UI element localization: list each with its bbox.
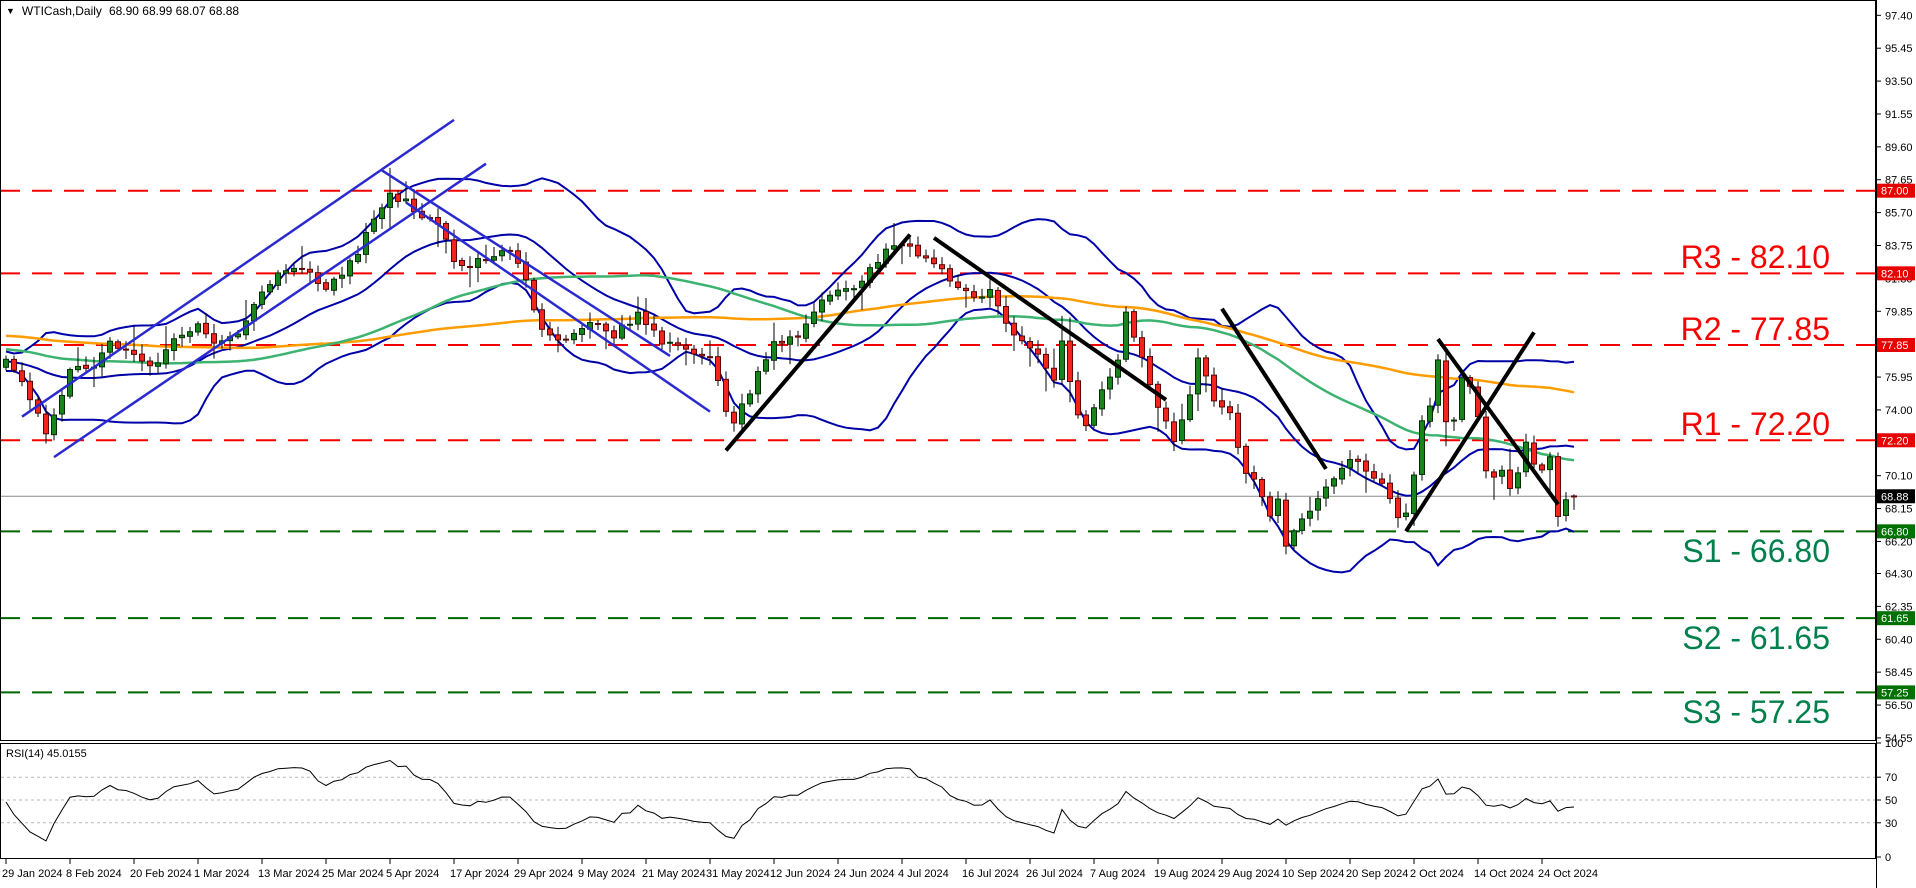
- svg-text:82.10: 82.10: [1881, 268, 1909, 280]
- level-label-r3: R3 - 82.10: [1680, 239, 1830, 275]
- svg-text:91.55: 91.55: [1885, 109, 1913, 121]
- svg-text:70: 70: [1885, 772, 1897, 784]
- svg-text:68.88: 68.88: [1881, 491, 1909, 503]
- svg-text:75.95: 75.95: [1885, 372, 1913, 384]
- svg-text:29 Aug 2024: 29 Aug 2024: [1218, 868, 1280, 880]
- symbol-period-label: WTICash,Daily: [21, 4, 102, 18]
- rsi-indicator-label: RSI(14) 45.0155: [6, 748, 87, 760]
- svg-text:1 Mar 2024: 1 Mar 2024: [194, 868, 250, 880]
- ohlc-values: 68.90 68.99 68.07 68.88: [108, 4, 240, 18]
- svg-text:70.10: 70.10: [1885, 471, 1913, 483]
- svg-text:77.85: 77.85: [1881, 340, 1909, 352]
- svg-text:21 May 2024: 21 May 2024: [642, 868, 706, 880]
- svg-text:74.00: 74.00: [1885, 405, 1913, 417]
- level-label-r2: R2 - 77.85: [1680, 311, 1830, 347]
- chart-title-bar: ▼ WTICash,Daily 68.90 68.99 68.07 68.88: [6, 4, 239, 18]
- svg-text:8 Feb 2024: 8 Feb 2024: [66, 868, 122, 880]
- svg-text:57.25: 57.25: [1881, 687, 1909, 699]
- svg-text:66.80: 66.80: [1881, 526, 1909, 538]
- svg-text:60.40: 60.40: [1885, 634, 1913, 646]
- svg-text:4 Jul 2024: 4 Jul 2024: [898, 868, 949, 880]
- svg-text:7 Aug 2024: 7 Aug 2024: [1090, 868, 1146, 880]
- svg-text:17 Apr 2024: 17 Apr 2024: [450, 868, 509, 880]
- svg-text:26 Jul 2024: 26 Jul 2024: [1026, 868, 1083, 880]
- svg-text:0: 0: [1885, 852, 1891, 864]
- svg-text:30: 30: [1885, 818, 1897, 830]
- svg-text:19 Aug 2024: 19 Aug 2024: [1154, 868, 1216, 880]
- svg-text:64.30: 64.30: [1885, 568, 1913, 580]
- svg-text:97.40: 97.40: [1885, 10, 1913, 22]
- chevron-down-icon[interactable]: ▼: [6, 6, 15, 16]
- svg-text:89.60: 89.60: [1885, 142, 1913, 154]
- svg-text:10 Sep 2024: 10 Sep 2024: [1282, 868, 1344, 880]
- svg-text:29 Apr 2024: 29 Apr 2024: [514, 868, 573, 880]
- svg-text:85.70: 85.70: [1885, 208, 1913, 220]
- svg-text:2 Oct 2024: 2 Oct 2024: [1410, 868, 1464, 880]
- svg-text:24 Oct 2024: 24 Oct 2024: [1538, 868, 1598, 880]
- level-label-s3: S3 - 57.25: [1682, 694, 1830, 730]
- svg-text:83.75: 83.75: [1885, 241, 1913, 253]
- svg-text:87.00: 87.00: [1881, 186, 1909, 198]
- svg-text:58.45: 58.45: [1885, 667, 1913, 679]
- svg-text:24 Jun 2024: 24 Jun 2024: [834, 868, 895, 880]
- svg-text:56.50: 56.50: [1885, 700, 1913, 712]
- svg-text:95.45: 95.45: [1885, 43, 1913, 55]
- svg-text:72.20: 72.20: [1881, 435, 1909, 447]
- svg-text:14 Oct 2024: 14 Oct 2024: [1474, 868, 1534, 880]
- svg-text:9 May 2024: 9 May 2024: [578, 868, 635, 880]
- svg-text:13 Mar 2024: 13 Mar 2024: [258, 868, 320, 880]
- level-label-s1: S1 - 66.80: [1682, 533, 1830, 569]
- svg-text:25 Mar 2024: 25 Mar 2024: [322, 868, 384, 880]
- svg-text:12 Jun 2024: 12 Jun 2024: [770, 868, 831, 880]
- svg-text:62.35: 62.35: [1885, 601, 1913, 613]
- svg-text:68.15: 68.15: [1885, 504, 1913, 516]
- svg-text:31 May 2024: 31 May 2024: [706, 868, 770, 880]
- svg-text:16 Jul 2024: 16 Jul 2024: [962, 868, 1019, 880]
- svg-text:20 Feb 2024: 20 Feb 2024: [130, 868, 192, 880]
- svg-text:29 Jan 2024: 29 Jan 2024: [2, 868, 63, 880]
- svg-text:5 Apr 2024: 5 Apr 2024: [386, 868, 439, 880]
- svg-text:54.55: 54.55: [1885, 733, 1913, 745]
- svg-text:79.85: 79.85: [1885, 306, 1913, 318]
- level-label-s2: S2 - 61.65: [1682, 620, 1830, 656]
- svg-text:93.50: 93.50: [1885, 76, 1913, 88]
- svg-text:61.65: 61.65: [1881, 613, 1909, 625]
- svg-text:100: 100: [1885, 738, 1903, 750]
- svg-text:50: 50: [1885, 795, 1897, 807]
- svg-text:20 Sep 2024: 20 Sep 2024: [1346, 868, 1408, 880]
- svg-text:66.20: 66.20: [1885, 536, 1913, 548]
- level-label-r1: R1 - 72.20: [1680, 406, 1830, 442]
